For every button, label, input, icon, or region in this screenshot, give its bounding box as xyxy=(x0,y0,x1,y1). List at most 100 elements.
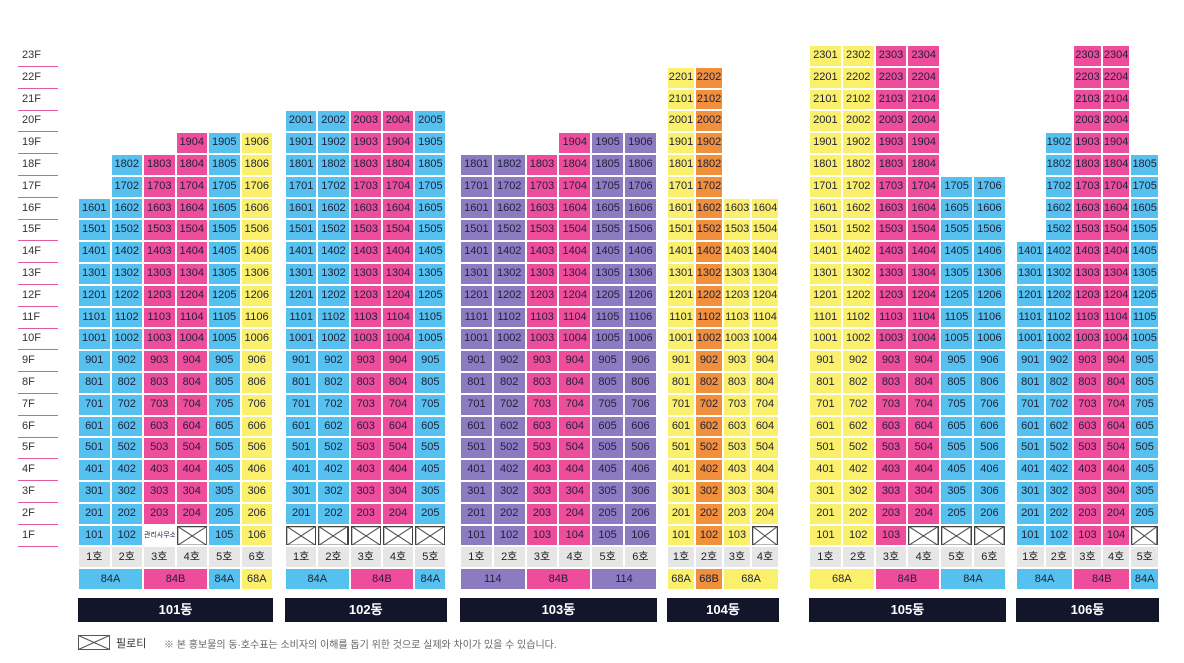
unit-cell[interactable]: 204 xyxy=(907,502,941,525)
unit-cell[interactable]: 1703 xyxy=(525,175,559,198)
unit-cell[interactable]: 1902 xyxy=(841,132,875,154)
unit-cell[interactable]: 301 xyxy=(1016,481,1045,503)
unit-cell[interactable]: 1805 xyxy=(414,154,447,176)
unit-cell[interactable]: 1003 xyxy=(143,328,176,351)
unit-cell[interactable]: 205 xyxy=(208,502,241,525)
unit-cell[interactable]: 1105 xyxy=(1130,306,1159,329)
unit-cell[interactable]: 805 xyxy=(414,372,447,394)
unit-cell[interactable]: 1004 xyxy=(381,328,415,351)
unit-cell[interactable]: 1903 xyxy=(874,132,908,154)
unit-cell[interactable]: 1303 xyxy=(723,263,751,285)
unit-cell[interactable]: 502 xyxy=(110,437,143,460)
unit-cell[interactable]: 305 xyxy=(940,481,973,503)
unit-cell[interactable]: 1206 xyxy=(973,284,1006,307)
unit-cell[interactable]: 2204 xyxy=(1101,66,1131,89)
unit-cell[interactable]: 805 xyxy=(940,372,973,394)
unit-cell[interactable]: 1401 xyxy=(667,241,695,263)
unit-cell[interactable]: 1504 xyxy=(1101,219,1131,242)
unit-cell[interactable]: 1405 xyxy=(1130,241,1159,263)
unit-cell[interactable]: 1703 xyxy=(349,175,382,198)
unit-cell[interactable]: 1203 xyxy=(874,284,908,307)
unit-cell[interactable]: 1203 xyxy=(143,284,176,307)
unit-cell[interactable]: 1803 xyxy=(349,154,382,176)
unit-cell[interactable]: 502 xyxy=(492,437,526,460)
unit-cell[interactable]: 503 xyxy=(525,437,559,460)
unit-cell[interactable]: 1202 xyxy=(695,284,723,307)
unit-cell[interactable]: 2204 xyxy=(907,66,941,89)
unit-cell[interactable]: 1802 xyxy=(492,154,526,176)
unit-cell[interactable]: 703 xyxy=(874,393,908,416)
unit-cell[interactable]: 902 xyxy=(317,350,350,372)
unit-cell[interactable]: 1803 xyxy=(1073,154,1102,176)
unit-cell-1f[interactable]: 102 xyxy=(695,524,723,547)
unit-cell[interactable]: 504 xyxy=(175,437,208,460)
unit-cell[interactable]: 1804 xyxy=(558,154,592,176)
unit-cell[interactable]: 503 xyxy=(1073,437,1102,460)
unit-cell[interactable]: 2004 xyxy=(907,110,941,133)
unit-cell[interactable]: 305 xyxy=(591,481,624,503)
unit-cell[interactable]: 705 xyxy=(1130,393,1159,416)
unit-cell[interactable]: 1403 xyxy=(525,241,559,263)
unit-cell[interactable]: 1802 xyxy=(110,154,143,176)
unit-cell-1f[interactable]: 103 xyxy=(525,524,559,547)
unit-cell[interactable]: 1402 xyxy=(317,241,350,263)
unit-cell[interactable]: 301 xyxy=(667,481,695,503)
unit-cell[interactable]: 1606 xyxy=(973,197,1006,220)
unit-cell[interactable]: 901 xyxy=(285,350,318,372)
unit-cell[interactable]: 304 xyxy=(558,481,592,503)
unit-cell-1f[interactable]: 101 xyxy=(78,524,111,547)
unit-cell[interactable]: 306 xyxy=(240,481,273,503)
unit-cell[interactable]: 1601 xyxy=(809,197,842,220)
unit-cell[interactable]: 704 xyxy=(751,393,779,416)
unit-cell[interactable]: 2104 xyxy=(1101,88,1131,111)
unit-cell[interactable]: 1103 xyxy=(1073,306,1102,329)
unit-cell[interactable]: 1904 xyxy=(381,132,415,154)
unit-cell[interactable]: 1604 xyxy=(907,197,941,220)
unit-cell[interactable]: 904 xyxy=(751,350,779,372)
building-label[interactable]: 101동 xyxy=(78,598,273,622)
unit-cell[interactable]: 1204 xyxy=(558,284,592,307)
unit-cell[interactable]: 1604 xyxy=(751,197,779,220)
unit-cell[interactable]: 1403 xyxy=(143,241,176,263)
unit-cell[interactable]: 203 xyxy=(874,502,908,525)
unit-cell[interactable]: 1801 xyxy=(809,154,842,176)
unit-cell[interactable]: 1705 xyxy=(1130,175,1159,198)
unit-cell[interactable]: 305 xyxy=(1130,481,1159,503)
unit-cell[interactable]: 1303 xyxy=(874,263,908,285)
unit-cell[interactable]: 801 xyxy=(460,372,493,394)
unit-cell[interactable]: 1304 xyxy=(558,263,592,285)
unit-cell[interactable]: 802 xyxy=(1044,372,1074,394)
unit-cell[interactable]: 1002 xyxy=(841,328,875,351)
unit-cell[interactable]: 1605 xyxy=(414,197,447,220)
unit-cell[interactable]: 805 xyxy=(1130,372,1159,394)
unit-cell[interactable]: 1802 xyxy=(317,154,350,176)
unit-cell[interactable]: 1103 xyxy=(723,306,751,329)
unit-cell[interactable]: 2201 xyxy=(667,66,695,89)
unit-cell[interactable]: 406 xyxy=(973,459,1006,481)
unit-cell[interactable]: 201 xyxy=(667,502,695,525)
unit-cell[interactable]: 204 xyxy=(751,502,779,525)
unit-cell[interactable]: 1501 xyxy=(809,219,842,242)
unit-cell[interactable]: 1003 xyxy=(349,328,382,351)
unit-cell[interactable]: 1403 xyxy=(1073,241,1102,263)
unit-cell[interactable]: 1304 xyxy=(381,263,415,285)
unit-cell[interactable]: 1604 xyxy=(175,197,208,220)
unit-cell[interactable]: 1404 xyxy=(175,241,208,263)
unit-cell-1f[interactable]: 103 xyxy=(874,524,908,547)
unit-cell[interactable]: 603 xyxy=(723,415,751,438)
unit-cell[interactable]: 1302 xyxy=(695,263,723,285)
unit-cell[interactable]: 1605 xyxy=(1130,197,1159,220)
unit-cell[interactable]: 901 xyxy=(809,350,842,372)
unit-cell[interactable]: 1405 xyxy=(208,241,241,263)
unit-cell[interactable]: 1604 xyxy=(381,197,415,220)
unit-cell[interactable]: 1603 xyxy=(525,197,559,220)
unit-cell[interactable]: 1902 xyxy=(1044,132,1074,154)
unit-cell[interactable]: 403 xyxy=(143,459,176,481)
unit-cell[interactable]: 1506 xyxy=(240,219,273,242)
unit-cell[interactable]: 404 xyxy=(175,459,208,481)
unit-cell[interactable]: 1702 xyxy=(110,175,143,198)
unit-cell[interactable]: 2001 xyxy=(809,110,842,133)
unit-cell[interactable]: 1803 xyxy=(143,154,176,176)
unit-cell[interactable]: 1501 xyxy=(460,219,493,242)
unit-cell-1f[interactable]: 101 xyxy=(809,524,842,547)
